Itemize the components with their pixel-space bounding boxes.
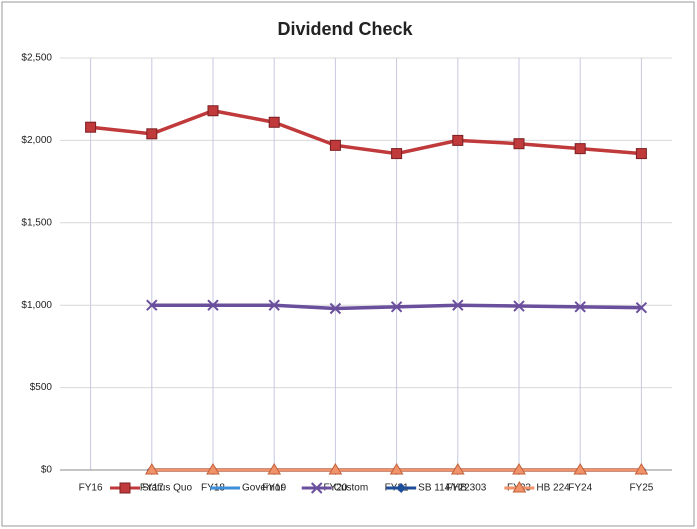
x-tick-label: FY20 (323, 483, 347, 494)
marker (146, 128, 158, 140)
marker (452, 134, 464, 146)
y-tick-label: $1,000 (21, 300, 52, 311)
marker (390, 301, 403, 313)
marker (634, 463, 649, 475)
x-tick-label: FY22 (446, 483, 470, 494)
marker (206, 463, 220, 475)
y-tick-label: $0 (41, 465, 53, 476)
legend-label: Custom (334, 483, 368, 494)
x-tick-label: FY19 (262, 483, 286, 494)
legend-label: HB 224 (536, 483, 570, 494)
y-tick-label: $2,000 (21, 135, 52, 146)
marker (146, 299, 158, 311)
marker (329, 302, 342, 315)
marker (452, 299, 464, 311)
marker (396, 483, 407, 493)
legend-label: Governor (242, 483, 284, 494)
y-tick-label: $2,500 (21, 53, 52, 64)
marker (267, 463, 282, 475)
marker (574, 143, 586, 155)
legend-label: SB 114/HB 303 (418, 483, 487, 494)
x-tick-label: FY16 (79, 483, 103, 494)
marker (512, 463, 526, 475)
marker (268, 299, 280, 311)
marker (391, 148, 403, 160)
marker (513, 300, 525, 312)
marker (635, 148, 647, 160)
marker (450, 463, 465, 475)
marker (328, 463, 343, 475)
marker (329, 139, 341, 151)
marker (635, 301, 648, 314)
marker (311, 482, 323, 494)
marker (207, 299, 219, 311)
marker (207, 105, 219, 117)
legend-label: Status Quo (142, 483, 192, 494)
y-tick-label: $500 (30, 382, 53, 393)
marker (513, 138, 525, 150)
marker (389, 463, 404, 475)
marker (85, 121, 97, 133)
marker (573, 463, 588, 475)
x-tick-label: FY25 (629, 483, 653, 494)
marker (512, 481, 527, 493)
marker (119, 482, 131, 494)
marker (144, 463, 159, 475)
y-tick-label: $1,500 (21, 217, 52, 228)
marker (574, 301, 586, 313)
series-line (90, 108, 642, 156)
x-tick-label: FY24 (568, 483, 592, 494)
chart-title: Dividend Check (277, 19, 413, 39)
x-tick-label: FY17 (140, 483, 164, 494)
marker (268, 116, 280, 128)
